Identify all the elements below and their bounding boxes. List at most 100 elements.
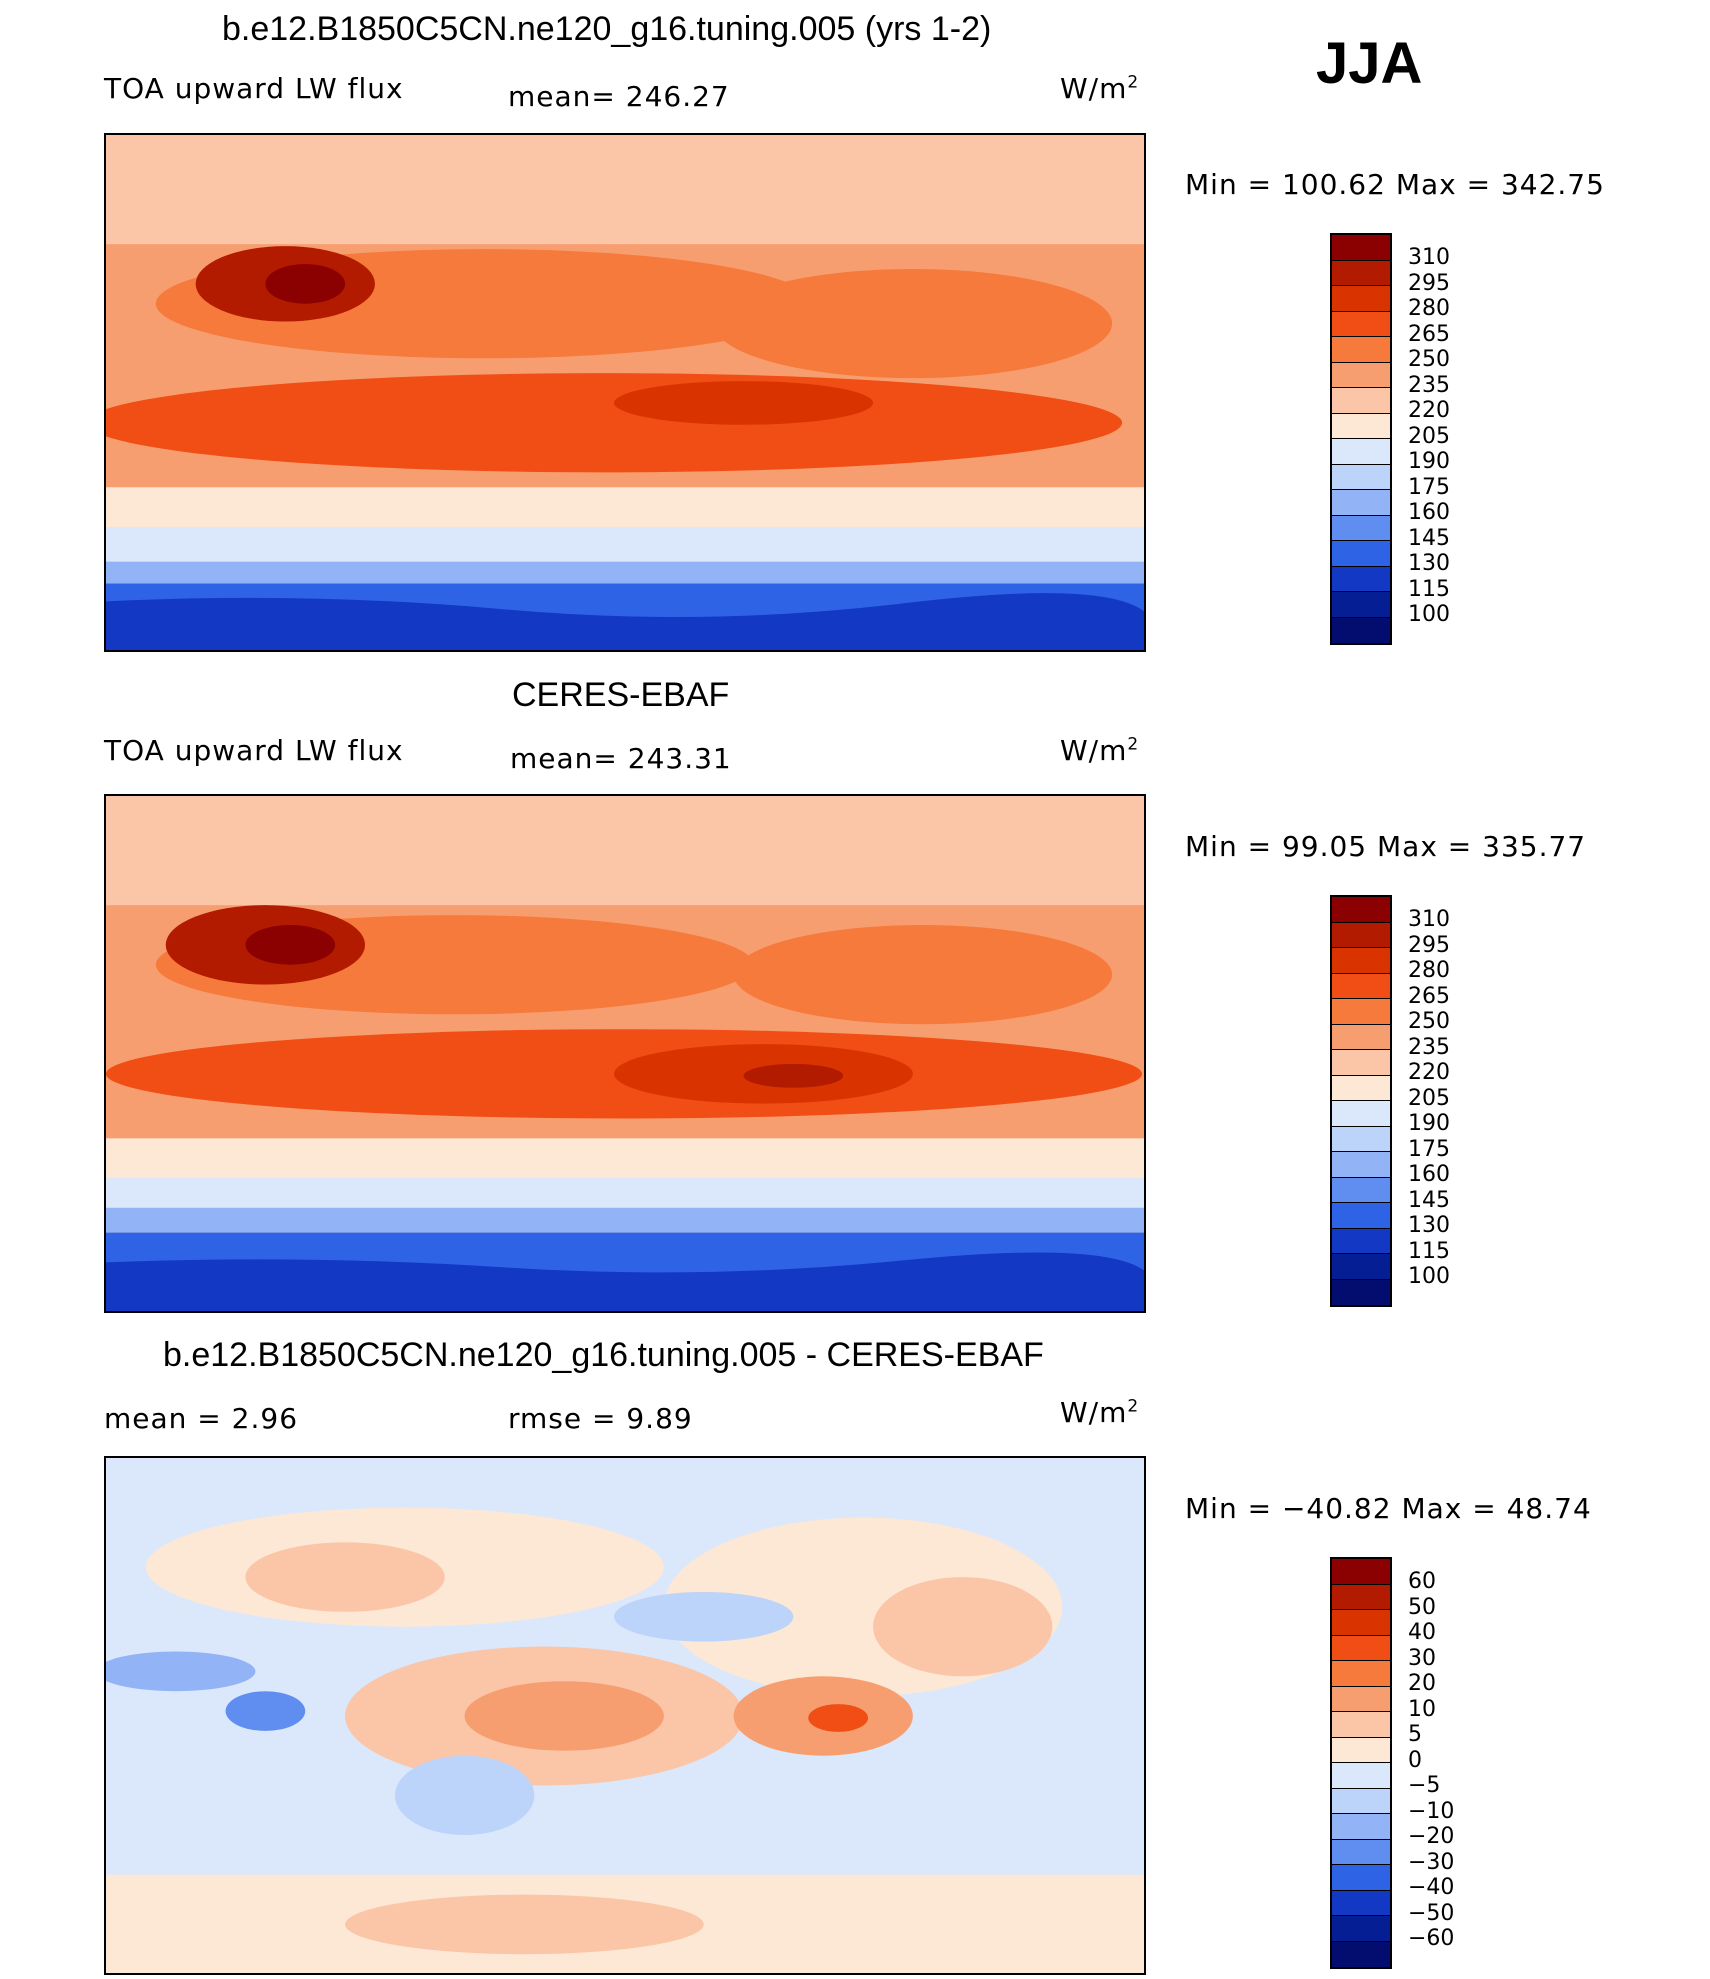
colorbar-tick-label: −20 xyxy=(1408,1824,1455,1849)
colorbar-tick-label: 0 xyxy=(1408,1747,1422,1773)
colorbar-tick-label: 5 xyxy=(1408,1722,1422,1747)
colorbar-tick-label: 115 xyxy=(1408,1238,1450,1264)
colorbar-segment xyxy=(1332,311,1390,337)
colorbar-tick-label: 130 xyxy=(1408,1213,1450,1238)
colorbar-segment xyxy=(1332,260,1390,286)
colorbar-tick-label: 280 xyxy=(1408,958,1450,983)
colorbar-tick-label: 235 xyxy=(1408,372,1450,398)
colorbar-tick-label: −50 xyxy=(1408,1900,1455,1926)
colorbar-tick-label: 160 xyxy=(1408,500,1450,525)
colorbar-tick-label: 295 xyxy=(1408,270,1450,296)
colorbar-segment xyxy=(1332,1101,1390,1127)
panel3-unit-label: W/m2 xyxy=(1060,1396,1140,1429)
colorbar-tick-label: 20 xyxy=(1408,1671,1436,1696)
colorbar-tick-label: 175 xyxy=(1408,1136,1450,1162)
colorbar-tick-label: 10 xyxy=(1408,1696,1436,1722)
colorbar-segment xyxy=(1332,973,1390,999)
colorbar-tick-label: 130 xyxy=(1408,551,1450,576)
colorbar-segment xyxy=(1332,1228,1390,1254)
colorbar-tick-label: 30 xyxy=(1408,1645,1436,1671)
colorbar-segment xyxy=(1332,1890,1390,1916)
colorbar-segment xyxy=(1332,541,1390,567)
colorbar-segment xyxy=(1332,286,1390,312)
panel2-colorbar-ticks: 310 295 280 265 250 235 220 205 190 175 160 145 130 1… xyxy=(1408,907,1450,1290)
panel1-colorbar-ticks: 310 295 280 265 250 235 220 205 190 175 160 145 130 1… xyxy=(1408,245,1450,628)
colorbar-segment xyxy=(1332,1686,1390,1712)
colorbar-tick-label: 310 xyxy=(1408,245,1450,270)
colorbar-tick-label: 220 xyxy=(1408,1060,1450,1085)
panel1-variable-label: TOA upward LW flux xyxy=(104,72,404,105)
colorbar-segment xyxy=(1332,1126,1390,1152)
colorbar-segment xyxy=(1332,362,1390,388)
colorbar-segment xyxy=(1332,1788,1390,1814)
panel1-colorbar xyxy=(1330,233,1392,645)
colorbar-tick-label: 60 xyxy=(1408,1569,1436,1594)
panel1-minmax: Min = 100.62 Max = 342.75 xyxy=(1185,168,1605,201)
panel3-rmse-label: rmse = 9.89 xyxy=(508,1402,693,1435)
colorbar-segment xyxy=(1332,948,1390,974)
colorbar-tick-label: −10 xyxy=(1408,1798,1455,1824)
colorbar-segment xyxy=(1332,515,1390,541)
colorbar-segment xyxy=(1332,897,1390,923)
colorbar-segment xyxy=(1332,1814,1390,1840)
colorbar-segment xyxy=(1332,235,1390,261)
colorbar-tick-label: 145 xyxy=(1408,525,1450,551)
panel3-title: b.e12.B1850C5CN.ne120_g16.tuning.005 - C… xyxy=(163,1336,1044,1374)
colorbar-segment xyxy=(1332,1737,1390,1763)
colorbar-segment xyxy=(1332,337,1390,363)
panel1-unit-label: W/m2 xyxy=(1060,72,1140,105)
panel3-mean-label: mean = 2.96 xyxy=(104,1402,299,1435)
colorbar-tick-label: 190 xyxy=(1408,1111,1450,1136)
colorbar-segment xyxy=(1332,1050,1390,1076)
colorbar-segment xyxy=(1332,1865,1390,1891)
colorbar-tick-label: 100 xyxy=(1408,602,1450,627)
colorbar-segment xyxy=(1332,464,1390,490)
colorbar-tick-label: 160 xyxy=(1408,1162,1450,1187)
panel2-unit-label: W/m2 xyxy=(1060,734,1140,767)
colorbar-tick-label: 265 xyxy=(1408,321,1450,347)
colorbar-tick-label: −30 xyxy=(1408,1849,1455,1875)
panel3-map xyxy=(104,1456,1146,1975)
colorbar-segment xyxy=(1332,1610,1390,1636)
panel1-title: b.e12.B1850C5CN.ne120_g16.tuning.005 (yr… xyxy=(222,10,992,48)
colorbar-tick-label: −5 xyxy=(1408,1773,1441,1798)
colorbar-tick-label: 145 xyxy=(1408,1187,1450,1213)
colorbar-segment xyxy=(1332,1763,1390,1789)
colorbar-tick-label: 250 xyxy=(1408,347,1450,372)
colorbar-segment xyxy=(1332,922,1390,948)
colorbar-segment xyxy=(1332,1839,1390,1865)
season-label: JJA xyxy=(1316,31,1423,96)
panel3-colorbar xyxy=(1330,1557,1392,1969)
colorbar-segment xyxy=(1332,1661,1390,1687)
colorbar-tick-label: 175 xyxy=(1408,474,1450,500)
colorbar-segment xyxy=(1332,490,1390,516)
colorbar-tick-label: 265 xyxy=(1408,983,1450,1009)
colorbar-tick-label: 190 xyxy=(1408,449,1450,474)
panel2-minmax: Min = 99.05 Max = 335.77 xyxy=(1185,830,1587,863)
colorbar-segment xyxy=(1332,1635,1390,1661)
panel1-map xyxy=(104,133,1146,652)
panel3-colorbar-ticks: 60 50 40 30 20 10 5 0 −5 −10 −20 −30 −40 −50 −60 xyxy=(1408,1569,1454,1952)
colorbar-segment xyxy=(1332,1941,1390,1967)
panel1-mean-label: mean= 246.27 xyxy=(508,80,730,113)
colorbar-tick-label: 205 xyxy=(1408,423,1450,449)
colorbar-tick-label: 250 xyxy=(1408,1009,1450,1034)
colorbar-tick-label: 295 xyxy=(1408,932,1450,958)
panel2-colorbar xyxy=(1330,895,1392,1307)
colorbar-segment xyxy=(1332,1559,1390,1585)
colorbar-tick-label: 115 xyxy=(1408,576,1450,602)
colorbar-segment xyxy=(1332,388,1390,414)
colorbar-segment xyxy=(1332,1152,1390,1178)
colorbar-tick-label: 205 xyxy=(1408,1085,1450,1111)
panel2-map xyxy=(104,794,1146,1313)
colorbar-tick-label: 40 xyxy=(1408,1620,1436,1645)
colorbar-tick-label: 100 xyxy=(1408,1264,1450,1289)
colorbar-tick-label: 50 xyxy=(1408,1594,1436,1620)
colorbar-segment xyxy=(1332,1916,1390,1942)
colorbar-segment xyxy=(1332,1584,1390,1610)
colorbar-segment xyxy=(1332,1177,1390,1203)
colorbar-segment xyxy=(1332,1203,1390,1229)
colorbar-tick-label: 310 xyxy=(1408,907,1450,932)
panel2-title: CERES-EBAF xyxy=(512,676,730,714)
colorbar-segment xyxy=(1332,617,1390,643)
